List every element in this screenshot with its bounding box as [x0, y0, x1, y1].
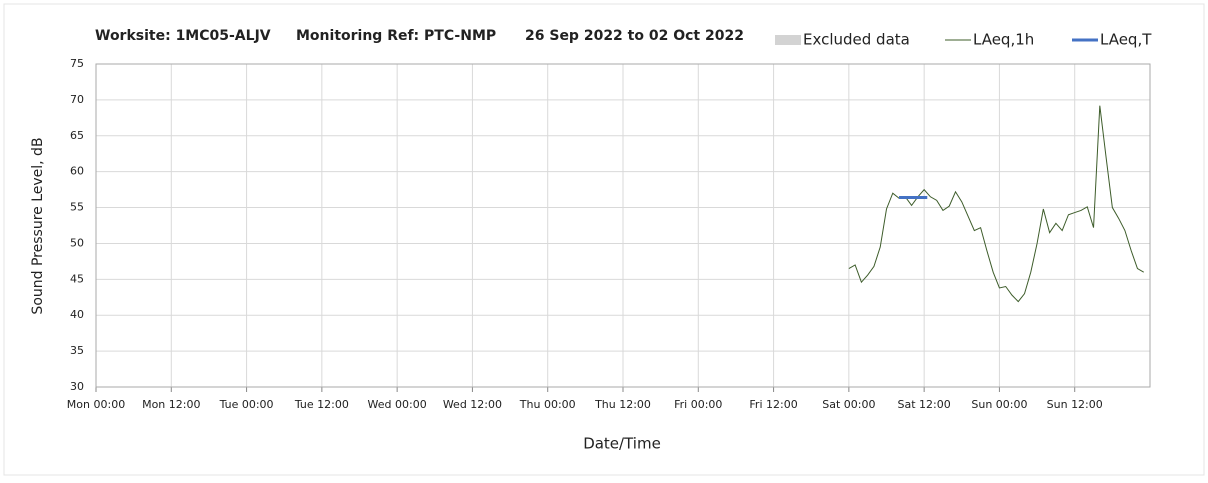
legend-swatch: [775, 35, 801, 45]
chart-title: Worksite: 1MC05-ALJV: [95, 28, 271, 44]
x-tick-label: Wed 00:00: [368, 398, 427, 411]
data-line: [848, 105, 1144, 303]
x-tick-label: Fri 00:00: [674, 398, 722, 411]
x-tick-label: Sat 12:00: [898, 398, 951, 411]
date-range: 26 Sep 2022 to 02 Oct 2022: [525, 28, 744, 44]
legend-label: LAeq,1h: [973, 31, 1034, 49]
y-tick-label: 65: [70, 129, 84, 142]
y-tick-label: 40: [70, 308, 84, 321]
chart-subtitle: Monitoring Ref: PTC-NMP: [296, 28, 496, 44]
legend-label: Excluded data: [803, 31, 910, 49]
x-tick-label: Tue 00:00: [219, 398, 274, 411]
chart-frame: [3, 3, 1205, 476]
x-tick-label: Tue 12:00: [294, 398, 349, 411]
x-tick-label: Thu 12:00: [594, 398, 651, 411]
y-tick-label: 50: [70, 236, 84, 249]
y-tick-label: 30: [70, 380, 84, 393]
x-tick-label: Mon 00:00: [67, 398, 125, 411]
y-tick-label: 75: [70, 57, 84, 70]
x-tick-label: Sun 12:00: [1047, 398, 1103, 411]
x-tick-label: Sun 00:00: [971, 398, 1027, 411]
x-tick-label: Sat 00:00: [822, 398, 875, 411]
y-tick-label: 70: [70, 93, 84, 106]
x-axis-label: Date/Time: [583, 435, 661, 453]
legend-label: LAeq,T: [1100, 31, 1152, 49]
y-tick-label: 35: [70, 344, 84, 357]
plot-area: [95, 63, 1151, 388]
x-tick-label: Fri 12:00: [749, 398, 797, 411]
y-tick-label: 45: [70, 272, 84, 285]
y-tick-label: 55: [70, 201, 84, 214]
x-tick-label: Wed 12:00: [443, 398, 502, 411]
x-tick-label: Mon 12:00: [142, 398, 200, 411]
y-axis-label: Sound Pressure Level, dB: [30, 137, 46, 314]
x-tick-label: Thu 00:00: [519, 398, 576, 411]
y-tick-label: 60: [70, 165, 84, 178]
